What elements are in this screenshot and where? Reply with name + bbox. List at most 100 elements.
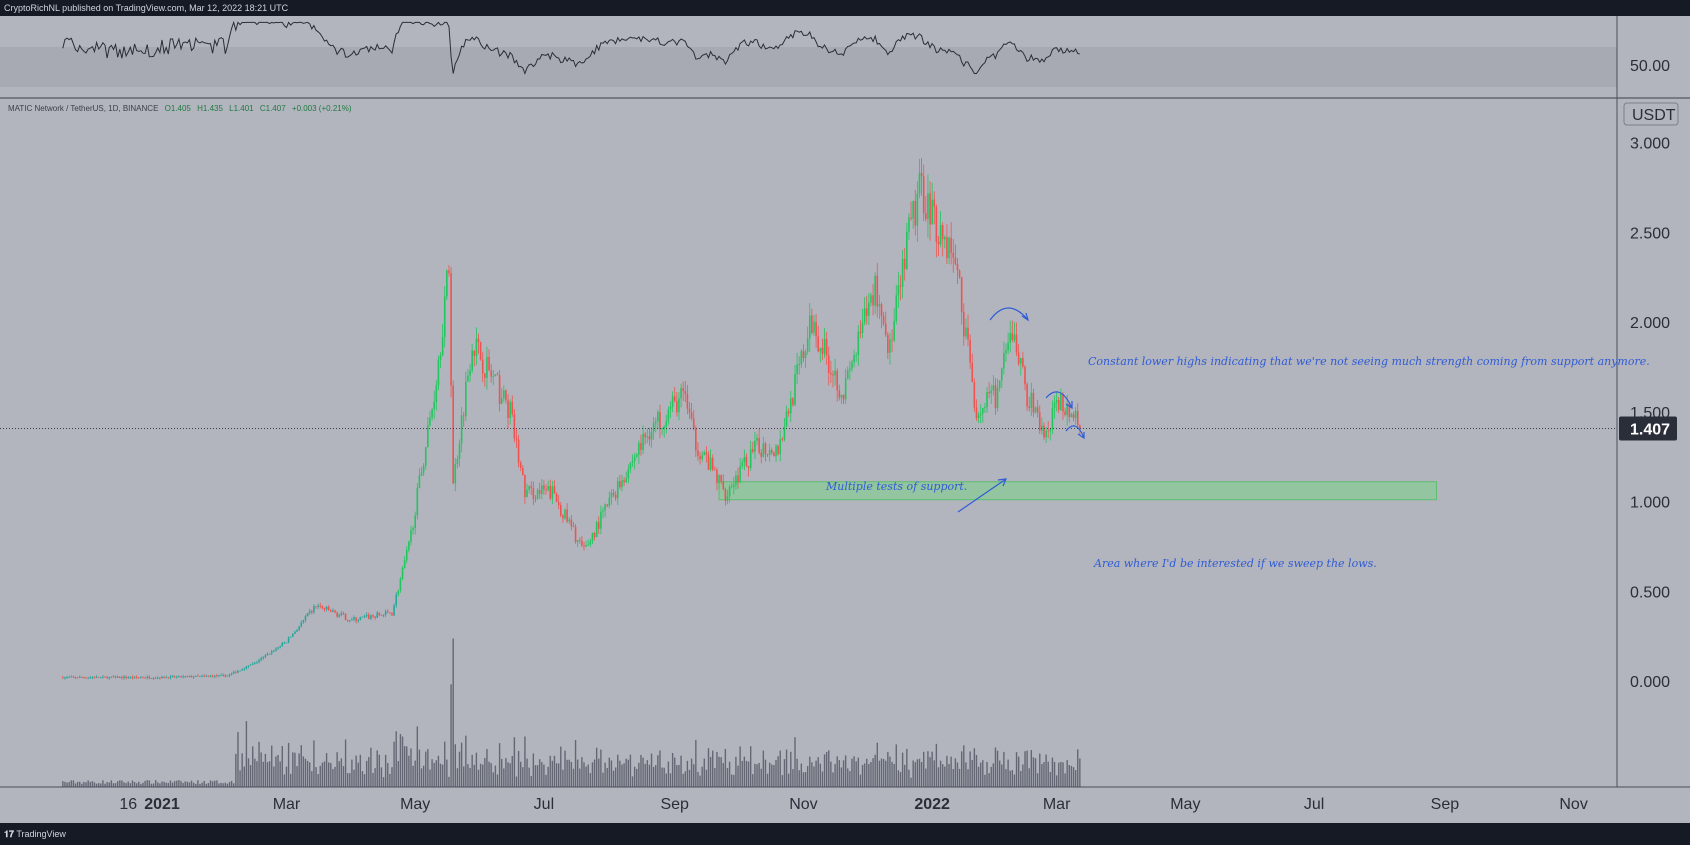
volume-bar [482,764,484,787]
annotation-lower-highs: Constant lower highs indicating that we'… [1088,355,1650,368]
candle [720,474,722,485]
candle [456,455,459,469]
candle [1036,399,1039,418]
volume-bar [311,771,313,787]
volume-bar [800,763,803,787]
volume-bar [908,769,910,787]
candle [878,294,881,320]
volume-bar [452,638,454,787]
candle [1047,421,1049,439]
candle [72,675,75,679]
candle [334,609,336,614]
candle [135,675,138,680]
last-price-label: 1.407 [1630,421,1670,438]
candle [1043,422,1045,441]
volume-bar [813,766,815,787]
volume-bar [749,746,752,787]
volume-bar [260,752,262,787]
time-axis[interactable]: 16 2021 Mar May Jul Sep Nov 2022 Mar May Jul Sep Nov [119,796,1587,813]
candle [498,369,501,412]
candle [703,450,706,456]
volume-bar [758,762,760,787]
candle [294,630,296,635]
candle [486,346,488,390]
volume-bar [699,775,701,787]
candle [74,676,77,680]
candle [857,324,860,366]
candle [697,442,699,461]
volume-bar [1039,753,1041,787]
candlestick-chart[interactable]: 50.00 MATIC Network / TetherUS, 1D, BINA… [0,16,1690,823]
candle [378,612,381,617]
candle [941,222,944,257]
candle [154,676,157,679]
candle [631,454,634,467]
candle [89,675,92,679]
volume-bar [1011,770,1014,787]
volume-bar [705,769,708,787]
volume-bar [148,780,151,787]
volume-bar [545,774,547,787]
candle [779,430,782,462]
volume-bar [309,762,311,787]
volume-bar [996,750,999,787]
volume-bar [448,776,450,787]
candle [424,446,427,470]
candle [190,674,193,678]
volume-bar [644,763,646,787]
volume-bar [313,740,315,787]
x-tick-label: Mar [1043,796,1071,813]
candle [865,296,868,325]
volume-bar [116,781,119,787]
candle [1034,406,1037,414]
candle [621,474,623,492]
volume-bar [950,756,952,787]
volume-bar [475,752,478,787]
volume-bar [456,768,459,787]
volume-bar [271,745,273,787]
volume-bar [488,761,490,787]
ohlc-open: O1.405 [165,104,192,113]
volume-bar [942,764,944,787]
volume-bar [319,765,321,787]
candle [412,526,414,535]
volume-bar [279,761,281,787]
volume-bar [509,763,511,787]
rsi-tick-label: 50.00 [1630,58,1670,75]
volume-bar [1001,764,1003,787]
candle [1070,412,1073,418]
candle [650,427,653,448]
annotations: Constant lower highs indicating that we'… [825,307,1650,570]
candle [686,384,689,415]
x-tick-label: May [1170,796,1200,813]
candle [165,675,168,679]
candle [794,365,796,407]
volume-bar [1077,749,1079,787]
volume-bar [1007,759,1009,787]
x-tick-label: Sep [660,796,689,813]
candle [574,524,577,544]
volume-bar [914,762,916,787]
candle [209,674,212,678]
volume-bar [1079,758,1081,787]
volume-bar [971,760,973,787]
volume-bar [127,781,129,787]
candle [874,272,876,315]
volume-bar [102,780,104,787]
volume-bar [568,759,570,787]
candle [443,286,446,348]
candle [578,537,581,544]
volume-bar [661,767,663,787]
candle [393,603,395,617]
candle [1005,343,1007,362]
candle [420,466,423,477]
volume-bar [161,781,163,787]
volume-bar [766,773,769,787]
candle [846,366,849,380]
volume-bar [975,755,978,787]
candle [568,516,571,524]
candle [884,311,887,337]
candle [1003,341,1005,375]
candle [1072,411,1075,422]
candle [768,443,771,462]
